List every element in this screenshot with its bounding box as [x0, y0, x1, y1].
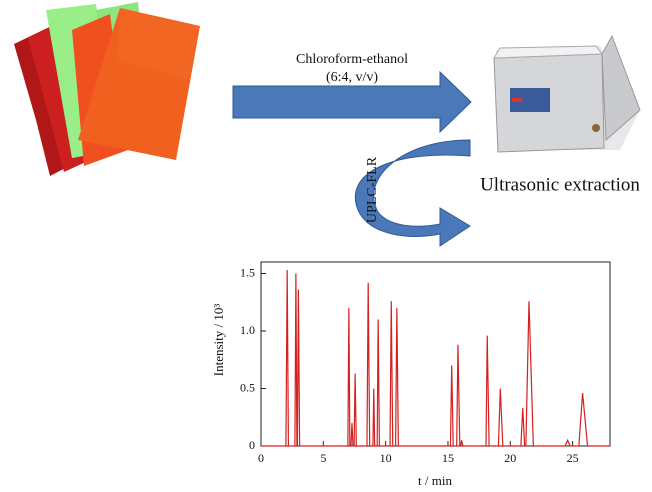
- x-tick-label: 20: [504, 451, 516, 465]
- analysis-label: UPLC-FLR: [365, 156, 380, 223]
- cloth-samples: [14, 2, 200, 176]
- x-tick-label: 5: [320, 451, 326, 465]
- x-tick-label: 10: [380, 451, 392, 465]
- solvent-label: Chloroform-ethanol: [296, 52, 408, 67]
- straight-arrow: [232, 70, 472, 134]
- x-tick-label: 0: [258, 451, 264, 465]
- y-tick-label: 0: [249, 438, 255, 452]
- x-tick-label: 15: [442, 451, 454, 465]
- y-tick-label: 1.5: [240, 265, 255, 279]
- extraction-label: Ultrasonic extraction: [480, 174, 640, 195]
- y-axis-title: Intensity / 10³: [211, 304, 226, 377]
- x-tick-label: 25: [567, 451, 579, 465]
- chromatogram-line: [261, 270, 610, 447]
- chromatogram: Intensity / 10³ t / min 0 5 10 15 20 25 0 0.5 1.…: [211, 261, 611, 488]
- plot-frame: [260, 261, 611, 447]
- ratio-label: (6:4, v/v): [326, 70, 378, 85]
- x-axis-title: t / min: [418, 473, 452, 488]
- ultrasonic-bath: [493, 34, 641, 153]
- curved-arrow: [354, 139, 471, 247]
- y-tick-label: 1.0: [240, 323, 255, 337]
- y-tick-label: 0.5: [240, 380, 255, 394]
